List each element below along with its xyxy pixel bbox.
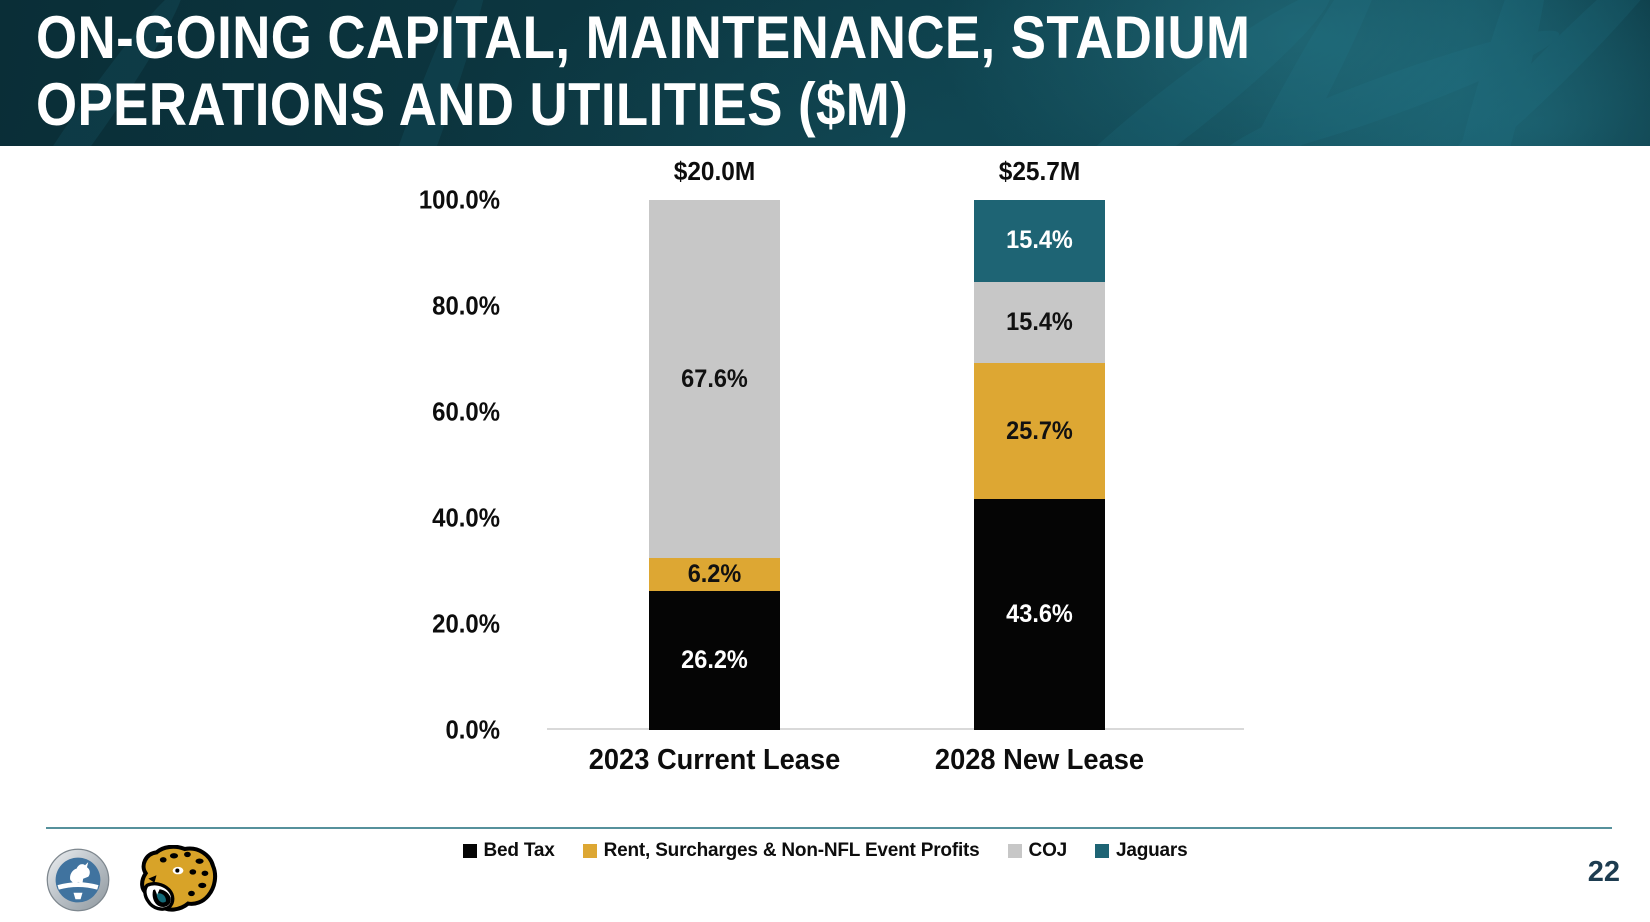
- segment-value-label: 43.6%: [1006, 600, 1073, 629]
- segment-value-label: 15.4%: [1006, 226, 1073, 255]
- chart-legend: Bed Tax Rent, Surcharges & Non-NFL Event …: [0, 840, 1650, 862]
- segment-value-label: 15.4%: [1006, 307, 1073, 336]
- legend-item-jaguars: Jaguars: [1095, 840, 1188, 862]
- x-axis-category-label: 2023 Current Lease: [588, 744, 841, 776]
- y-axis-tick-label: 100.0%: [418, 184, 500, 215]
- bar-2028-new-lease: 43.6% 25.7% 15.4% 15.4%: [974, 200, 1105, 730]
- legend-item-rent-surcharges-non-nfl-event-profits: Rent, Surcharges & Non-NFL Event Profits: [582, 840, 980, 862]
- y-axis-tick-label: 20.0%: [432, 608, 500, 639]
- segment-bed-tax: 43.6%: [974, 499, 1105, 730]
- segment-jaguars: 15.4%: [974, 200, 1105, 282]
- bar-2023-current-lease: 26.2% 6.2% 67.6%: [649, 200, 780, 730]
- title-line-2: OPERATIONS AND UTILITIES ($M): [36, 71, 909, 139]
- legend-label: Jaguars: [1116, 840, 1188, 861]
- page-title: ON-GOING CAPITAL, MAINTENANCE, STADIUM O…: [36, 4, 1250, 138]
- title-line-1: ON-GOING CAPITAL, MAINTENANCE, STADIUM: [36, 4, 1251, 71]
- segment-coj: 15.4%: [974, 281, 1105, 364]
- legend-label: COJ: [1028, 840, 1068, 861]
- legend-item-coj: COJ: [1007, 840, 1068, 862]
- segment-rent-surcharges-non-nfl-event-profits: 6.2%: [649, 558, 780, 592]
- segment-rent-surcharges-non-nfl-event-profits: 25.7%: [974, 363, 1105, 500]
- stacked-bar-chart: 100.0% 80.0% 60.0% 40.0% 20.0% 0.0% 26.2% 6.2% 6…: [0, 156, 1650, 776]
- segment-value-label: 25.7%: [1006, 416, 1073, 445]
- palm-frond-texture: [0, 0, 1650, 146]
- y-axis-tick-label: 0.0%: [445, 714, 500, 745]
- city-of-jacksonville-seal-icon: [46, 848, 110, 912]
- y-axis-tick-label: 40.0%: [432, 502, 500, 533]
- legend-swatch-icon: [582, 844, 597, 858]
- x-axis-line: [547, 728, 1244, 730]
- slide-header: ON-GOING CAPITAL, MAINTENANCE, STADIUM O…: [0, 0, 1650, 146]
- legend-swatch-icon: [1095, 844, 1110, 858]
- bar-total-label: $20.0M: [673, 156, 756, 186]
- segment-coj: 67.6%: [649, 200, 780, 559]
- y-axis-tick-label: 60.0%: [432, 396, 500, 427]
- footer-divider: [46, 827, 1612, 829]
- bar-total-label: $25.7M: [998, 156, 1081, 186]
- legend-label: Rent, Surcharges & Non-NFL Event Profits: [603, 840, 980, 861]
- segment-value-label: 6.2%: [687, 560, 742, 589]
- x-axis-category-label: 2028 New Lease: [934, 744, 1145, 776]
- legend-label: Bed Tax: [483, 840, 555, 861]
- y-axis-tick-label: 80.0%: [432, 290, 500, 321]
- page-number: 22: [1587, 856, 1620, 888]
- legend-swatch-icon: [1007, 844, 1022, 858]
- jacksonville-jaguars-logo-icon: [140, 845, 218, 912]
- segment-value-label: 26.2%: [681, 646, 748, 675]
- segment-value-label: 67.6%: [681, 364, 748, 393]
- legend-swatch-icon: [462, 844, 477, 858]
- segment-bed-tax: 26.2%: [649, 591, 780, 730]
- footer-logos: [46, 844, 220, 916]
- legend-item-bed-tax: Bed Tax: [462, 840, 555, 862]
